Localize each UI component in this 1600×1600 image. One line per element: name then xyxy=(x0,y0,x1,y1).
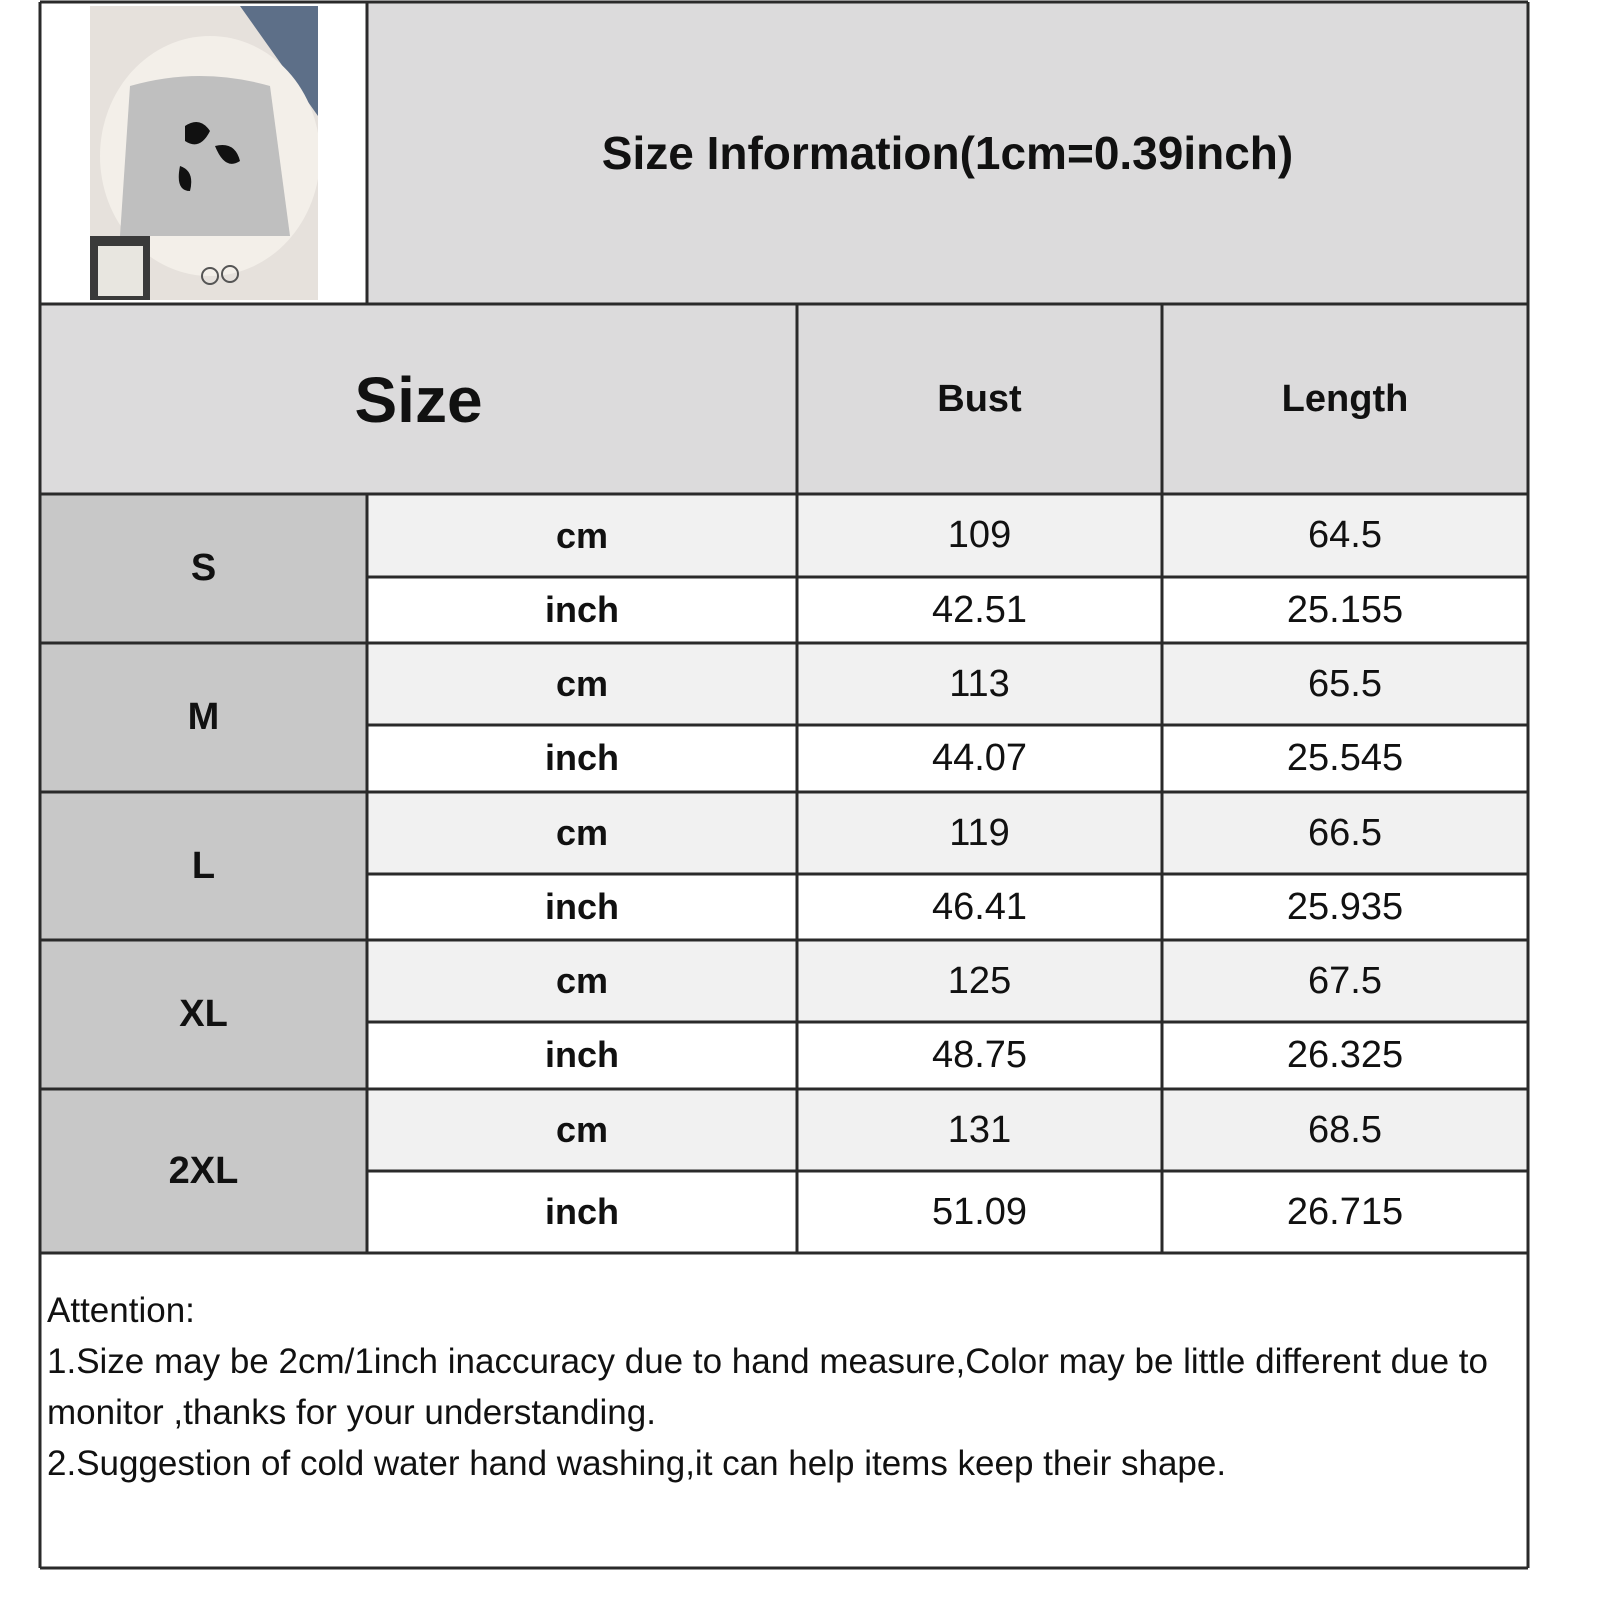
length-inch: 26.325 xyxy=(1162,1022,1528,1088)
bust-inch: 42.51 xyxy=(797,577,1162,643)
size-label: L xyxy=(40,792,367,940)
product-photo-cell xyxy=(40,2,367,304)
unit-cm: cm xyxy=(367,792,797,874)
bust-cm: 125 xyxy=(797,940,1162,1022)
unit-inch: inch xyxy=(367,874,797,940)
length-inch: 25.545 xyxy=(1162,725,1528,791)
length-cm: 64.5 xyxy=(1162,494,1528,577)
unit-inch: inch xyxy=(367,577,797,643)
length-inch: 26.715 xyxy=(1162,1171,1528,1253)
length-cm: 67.5 xyxy=(1162,940,1528,1022)
size-label: S xyxy=(40,494,367,643)
bust-cm: 109 xyxy=(797,494,1162,577)
unit-cm: cm xyxy=(367,643,797,725)
header-bust: Bust xyxy=(797,305,1162,494)
length-cm: 66.5 xyxy=(1162,792,1528,874)
size-label: 2XL xyxy=(40,1089,367,1253)
length-cm: 68.5 xyxy=(1162,1089,1528,1171)
header-length: Length xyxy=(1162,305,1528,494)
product-photo xyxy=(89,6,318,300)
length-cm: 65.5 xyxy=(1162,643,1528,725)
attention-notes: Attention: 1.Size may be 2cm/1inch inacc… xyxy=(47,1285,1517,1489)
unit-inch: inch xyxy=(367,1171,797,1253)
size-label: M xyxy=(40,643,367,791)
unit-cm: cm xyxy=(367,494,797,577)
unit-inch: inch xyxy=(367,1022,797,1088)
bust-cm: 113 xyxy=(797,643,1162,725)
bust-cm: 131 xyxy=(797,1089,1162,1171)
chart-title: Size Information(1cm=0.39inch) xyxy=(367,2,1528,304)
bust-inch: 51.09 xyxy=(797,1171,1162,1253)
note-2: 2.Suggestion of cold water hand washing,… xyxy=(47,1444,1227,1483)
length-inch: 25.935 xyxy=(1162,874,1528,940)
notes-heading: Attention: xyxy=(47,1291,195,1330)
bust-cm: 119 xyxy=(797,792,1162,874)
bust-inch: 44.07 xyxy=(797,725,1162,791)
unit-cm: cm xyxy=(367,940,797,1022)
length-inch: 25.155 xyxy=(1162,577,1528,643)
header-size: Size xyxy=(40,305,797,494)
bust-inch: 46.41 xyxy=(797,874,1162,940)
note-1: 1.Size may be 2cm/1inch inaccuracy due t… xyxy=(47,1342,1488,1432)
bust-inch: 48.75 xyxy=(797,1022,1162,1088)
unit-cm: cm xyxy=(367,1089,797,1171)
size-label: XL xyxy=(40,940,367,1088)
unit-inch: inch xyxy=(367,725,797,791)
